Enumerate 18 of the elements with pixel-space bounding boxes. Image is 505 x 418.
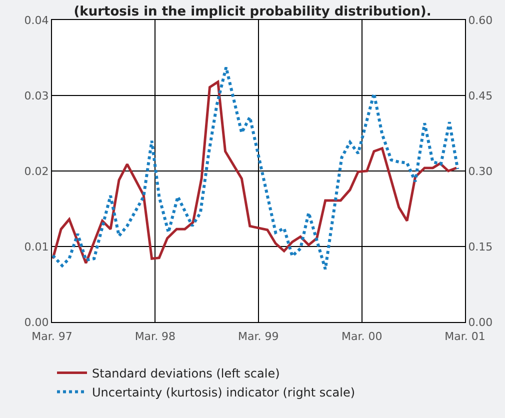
y-tick-label: 0.04 [24, 14, 49, 27]
y2-tick-label: 0.45 [468, 89, 493, 102]
y-tick-label: 0.00 [24, 316, 49, 329]
x-tick-label: Mar. 98 [134, 330, 176, 344]
x-tick-label: Mar. 01 [444, 330, 486, 344]
legend-label: Standard deviations (left scale) [92, 366, 280, 380]
x-tick-label: Mar. 00 [341, 330, 382, 344]
x-tick-label: Mar. 99 [238, 330, 279, 344]
y2-tick-label: 0.30 [468, 164, 493, 178]
chart-title: (kurtosis in the implicit probability distribution). [74, 4, 432, 20]
y-tick-label: 0.02 [24, 164, 49, 178]
y-tick-label: 0.01 [24, 240, 49, 254]
y2-tick-label: 0.00 [468, 316, 493, 329]
y2-tick-label: 0.60 [468, 14, 493, 27]
legend-label: Uncertainty (kurtosis) indicator (right scale) [92, 385, 356, 400]
y-tick-label: 0.03 [24, 89, 49, 102]
x-tick-label: Mar. 97 [32, 330, 72, 344]
y2-tick-label: 0.15 [468, 240, 493, 254]
